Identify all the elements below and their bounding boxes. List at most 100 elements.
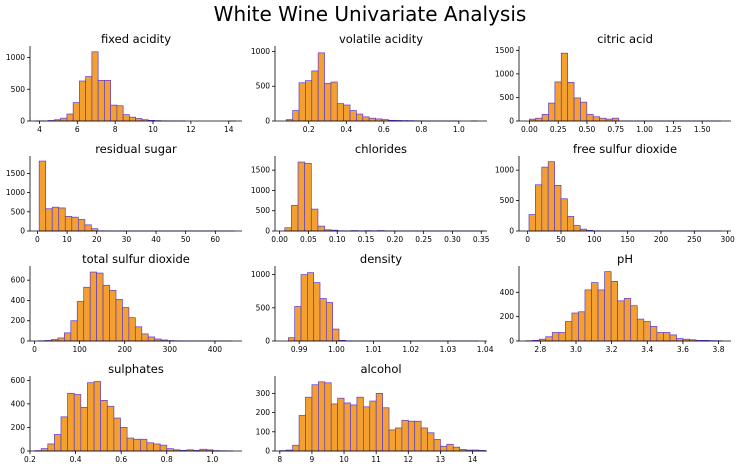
free-sulfur-dioxide-bar: [547, 161, 555, 232]
residual-sugar-bar: [58, 207, 66, 232]
chlorides-bar: [297, 161, 306, 232]
chlorides-ytick-label: 1500: [251, 166, 270, 175]
residual-sugar-bar: [64, 216, 73, 232]
total-sulfur-dioxide-bar: [134, 326, 143, 342]
fixed-acidity-bar: [116, 105, 124, 122]
residual-sugar-ytick-label: 1000: [6, 188, 25, 197]
citric-acid-xtick-label: 0.75: [607, 125, 624, 134]
ph-bar: [578, 311, 586, 342]
ph-bar: [643, 321, 651, 342]
citric-acid-title: citric acid: [597, 32, 653, 46]
ph-ytick-label: 200: [500, 312, 515, 321]
fixed-acidity-bar: [129, 116, 136, 122]
alcohol-title: alcohol: [360, 362, 401, 376]
total-sulfur-dioxide-bar: [122, 307, 130, 342]
sulphates-xtick-label: 1.0: [206, 455, 218, 464]
fixed-acidity-xtick-label: 14: [224, 125, 234, 134]
sulphates-ytick-label: 0: [20, 447, 25, 456]
alcohol-bar: [407, 420, 416, 452]
alcohol-bar: [318, 381, 326, 452]
ph-bar: [669, 334, 677, 342]
citric-acid-bar: [541, 114, 549, 122]
fixed-acidity-ytick-label: 1000: [6, 53, 25, 62]
volatile-acidity-ytick-label: 1000: [251, 47, 270, 56]
ph-bar: [650, 326, 658, 342]
alcohol-bar: [298, 415, 306, 452]
residual-sugar-title: residual sugar: [95, 142, 177, 156]
ph-bar: [591, 282, 599, 342]
sulphates-bar: [54, 434, 62, 452]
sulphates-bar: [73, 394, 82, 452]
fixed-acidity-bar: [79, 80, 87, 122]
sulphates-bar: [159, 444, 168, 452]
alcohol-bar: [452, 446, 461, 452]
residual-sugar-ytick-label: 500: [11, 207, 26, 216]
density-xtick-label: 1.00: [328, 345, 345, 354]
volatile-acidity-xtick-label: 1.0: [453, 125, 465, 134]
free-sulfur-dioxide-xtick-label: 100: [587, 235, 602, 244]
fixed-acidity-xtick-label: 4: [37, 125, 42, 134]
fixed-acidity-bar: [104, 80, 111, 122]
chlorides-bar: [317, 225, 325, 232]
citric-acid-xtick-label: 1.00: [636, 125, 653, 134]
free-sulfur-dioxide-xtick-label: 300: [721, 235, 736, 244]
sulphates-bar: [126, 437, 135, 452]
ph-bar: [663, 332, 671, 342]
fixed-acidity-bar: [85, 76, 93, 122]
sulphates-bar: [60, 416, 68, 452]
ph-xtick-label: 3.0: [570, 345, 582, 354]
residual-sugar-bar: [45, 208, 53, 232]
chlorides-ytick-label: 0: [265, 227, 270, 236]
alcohol-bar: [343, 402, 351, 452]
free-sulfur-dioxide-title: free sulfur dioxide: [573, 142, 677, 156]
volatile-acidity-bar: [317, 52, 325, 122]
total-sulfur-dioxide-bar: [76, 301, 85, 342]
citric-acid-bar: [535, 117, 543, 122]
sulphates-bar: [67, 392, 75, 452]
residual-sugar-xtick-label: 10: [62, 235, 72, 244]
total-sulfur-dioxide-ytick-label: 600: [11, 276, 26, 285]
fixed-acidity-ytick-label: 0: [20, 117, 25, 126]
chlorides-bar: [310, 208, 319, 232]
density-xtick-label: 0.99: [291, 345, 308, 354]
density-bar: [294, 306, 302, 342]
alcohol-bar: [292, 444, 300, 452]
citric-acid-xtick-label: 0.25: [550, 125, 567, 134]
citric-acid-bar: [611, 117, 620, 122]
alcohol-xtick-label: 12: [404, 455, 414, 464]
citric-acid-bar: [592, 116, 600, 122]
citric-acid-bar: [580, 101, 588, 122]
chlorides-xtick-label: 0.05: [300, 235, 317, 244]
alcohol-bar: [330, 403, 338, 452]
sulphates-bar: [87, 382, 95, 452]
volatile-acidity-bar: [356, 113, 364, 122]
free-sulfur-dioxide-xtick-label: 150: [621, 235, 636, 244]
density-bar: [307, 272, 315, 342]
chlorides-bar: [284, 227, 292, 232]
alcohol-bar: [433, 439, 441, 452]
alcohol-xtick-label: 8: [277, 455, 282, 464]
chlorides-subplot: chlorides 0.00 0.05 0.10 0.15 0.20 0.25 0.30 0.3…: [251, 142, 490, 244]
density-title: density: [360, 252, 402, 266]
free-sulfur-dioxide-xtick-label: 50: [556, 235, 566, 244]
residual-sugar-xtick-label: 20: [92, 235, 102, 244]
ph-xtick-label: 3.2: [606, 345, 618, 354]
free-sulfur-dioxide-xtick-label: 200: [654, 235, 669, 244]
sulphates-bar: [133, 438, 141, 452]
total-sulfur-dioxide-bar: [141, 333, 149, 342]
fixed-acidity-bar: [60, 117, 68, 122]
chlorides-xtick-label: 0.10: [329, 235, 346, 244]
citric-acid-bar: [554, 81, 562, 122]
total-sulfur-dioxide-ytick-label: 400: [11, 296, 26, 305]
total-sulfur-dioxide-bar: [83, 286, 91, 342]
alcohol-bar: [427, 432, 435, 452]
total-sulfur-dioxide-bar: [64, 332, 72, 342]
ph-bar: [545, 336, 553, 342]
sulphates-bar: [100, 400, 108, 452]
fixed-acidity-bar: [66, 113, 74, 122]
residual-sugar-bar: [51, 206, 60, 232]
citric-acid-ytick-label: 1500: [495, 46, 514, 55]
density-ytick-label: 1000: [251, 270, 270, 279]
sulphates-bar: [120, 427, 128, 452]
